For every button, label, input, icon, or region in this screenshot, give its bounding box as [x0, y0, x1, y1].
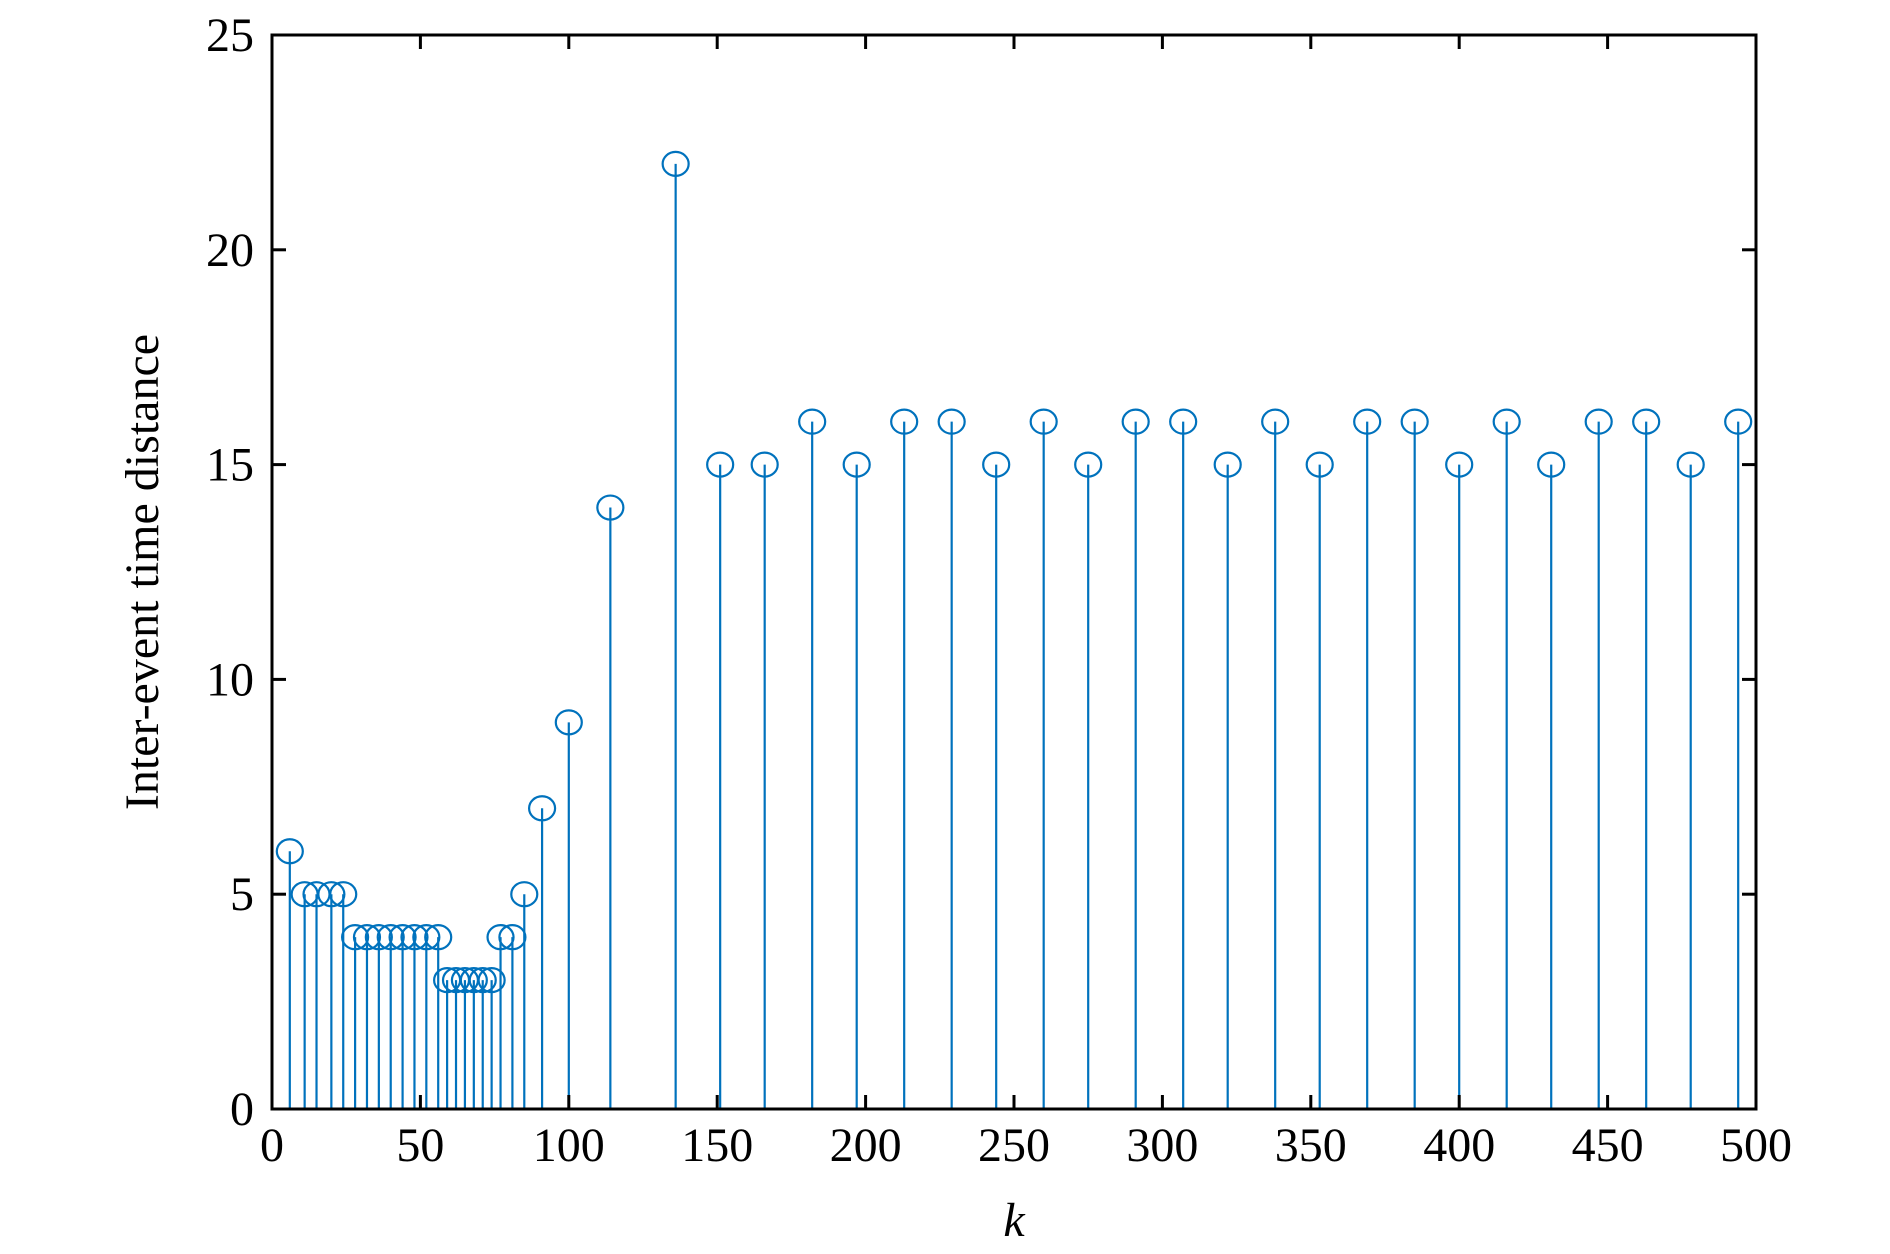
stem-marker	[275, 838, 304, 865]
stem-marker	[510, 881, 539, 908]
y-tick-label: 0	[230, 1083, 254, 1136]
y-tick-label: 15	[206, 439, 254, 492]
stem-marker	[329, 881, 358, 908]
stem-marker	[400, 924, 429, 951]
stem-marker	[1305, 451, 1334, 478]
stem-marker	[498, 924, 527, 951]
y-tick-label: 20	[206, 224, 254, 277]
x-tick-label: 0	[260, 1119, 284, 1172]
axis-ticks	[270, 33, 1758, 1111]
stem-marker	[376, 924, 405, 951]
x-tick-label: 100	[533, 1119, 605, 1172]
stem-marker	[1584, 408, 1613, 435]
x-tick-label: 450	[1572, 1119, 1644, 1172]
stem-marker	[459, 967, 488, 994]
stem-marker	[317, 881, 346, 908]
stem-marker	[1445, 451, 1474, 478]
stem-marker	[1676, 451, 1705, 478]
stem-marker	[352, 924, 382, 951]
stem-marker	[468, 967, 497, 994]
stem-marker	[388, 924, 417, 951]
stem-marker	[486, 924, 515, 951]
stem-marker	[798, 408, 827, 435]
stem-marker	[424, 924, 453, 951]
stem-marker	[661, 150, 690, 177]
stem-marker	[596, 494, 625, 521]
stem-marker	[1121, 408, 1150, 435]
x-tick-label: 250	[978, 1119, 1050, 1172]
stem-marker	[1213, 451, 1242, 478]
stem-marker	[364, 924, 393, 951]
stem-marker	[1632, 408, 1661, 435]
y-tick-label: 25	[206, 9, 254, 62]
stem-marker	[1261, 408, 1290, 435]
stem-marker	[982, 451, 1011, 478]
stem-marker	[1353, 408, 1382, 435]
stem-marker	[527, 795, 557, 822]
stem-marker	[937, 408, 966, 435]
x-tick-label: 300	[1126, 1119, 1198, 1172]
stem-marker	[1400, 408, 1429, 435]
tick-labels: 0 50 100 150 200 250 300 350 400 450 500 0 5 10 15 20 25	[206, 9, 1792, 1172]
stem-marker	[1029, 408, 1058, 435]
x-tick-label: 400	[1423, 1119, 1495, 1172]
stem-marker	[1492, 408, 1521, 435]
y-tick-label: 5	[230, 868, 254, 921]
stem-marker	[890, 408, 919, 435]
stem-marker	[750, 451, 779, 478]
stem-marker	[554, 709, 583, 736]
x-tick-label: 350	[1275, 1119, 1347, 1172]
stem-marker	[1169, 408, 1198, 435]
x-tick-label: 200	[830, 1119, 902, 1172]
stem-marker	[706, 451, 735, 478]
x-tick-label: 500	[1720, 1119, 1792, 1172]
x-axis-label: k	[1003, 1194, 1026, 1247]
stem-marker	[1724, 408, 1753, 435]
stem-marker	[1537, 451, 1566, 478]
stem-marker	[1074, 451, 1103, 478]
y-tick-label: 10	[206, 653, 254, 706]
stem-marker	[341, 924, 370, 951]
y-axis-label: Inter-event time distance	[116, 334, 169, 810]
stem-marker	[477, 967, 506, 994]
stem-series	[275, 150, 1753, 1109]
x-tick-label: 150	[681, 1119, 753, 1172]
stem-marker	[842, 451, 871, 478]
stem-marker	[412, 924, 441, 951]
x-tick-label: 50	[396, 1119, 444, 1172]
